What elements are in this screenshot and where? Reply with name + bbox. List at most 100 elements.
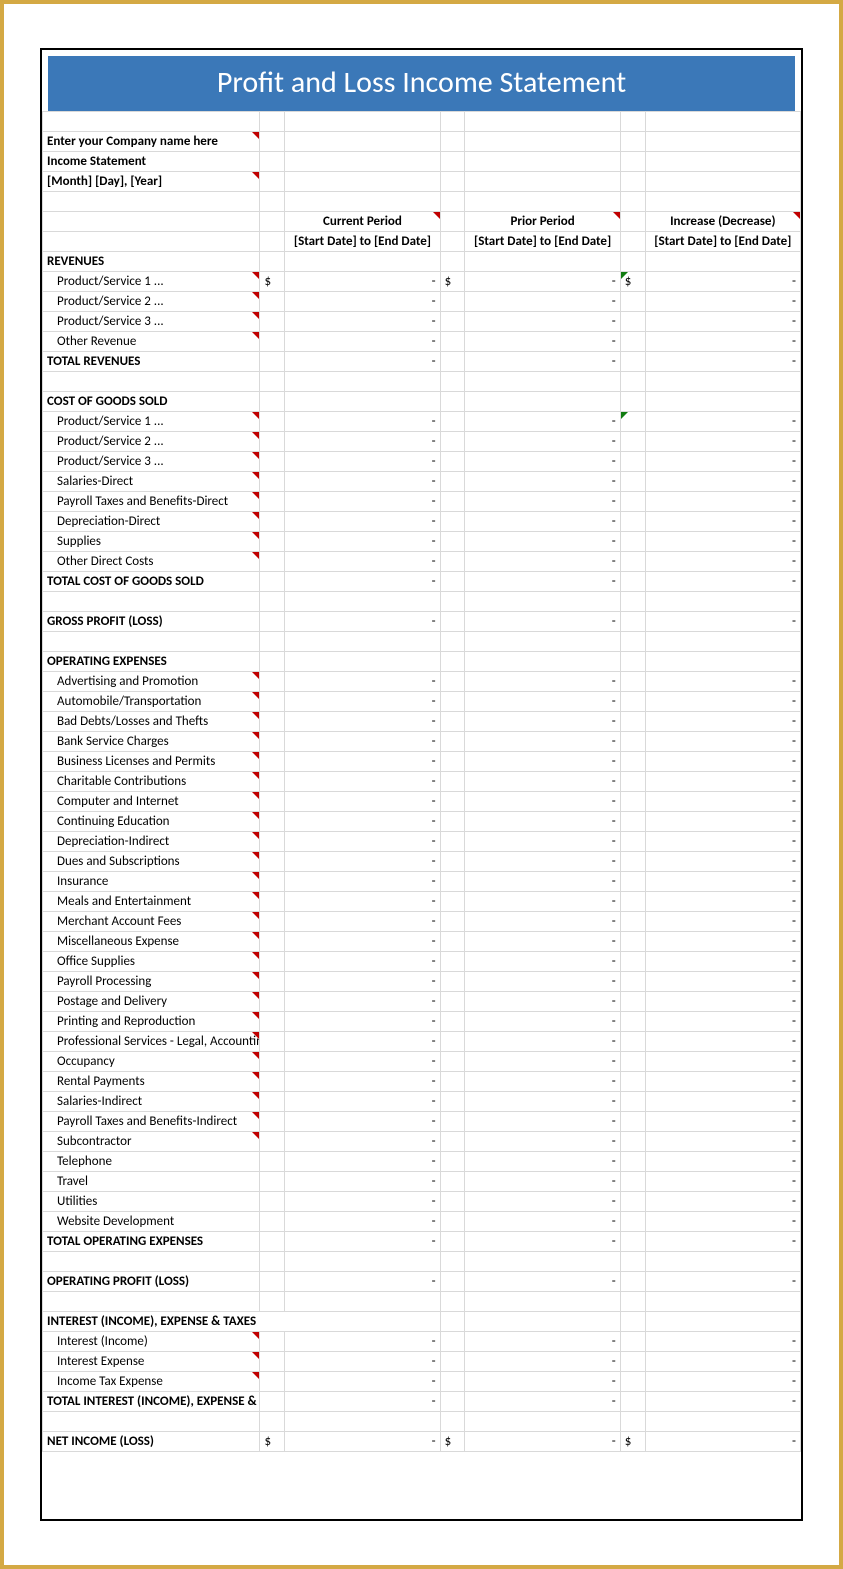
currency-cell <box>260 532 285 552</box>
currency-cell <box>440 1212 465 1232</box>
value-cell: - <box>645 1332 800 1352</box>
currency-cell <box>260 1332 285 1352</box>
value-cell: - <box>285 412 440 432</box>
currency-cell <box>260 952 285 972</box>
line-label: Travel <box>43 1172 260 1192</box>
currency-cell <box>620 692 645 712</box>
line-label: Interest (Income) <box>43 1332 260 1352</box>
value-cell: - <box>645 1012 800 1032</box>
value-cell: - <box>645 932 800 952</box>
currency-cell <box>620 1332 645 1352</box>
value-cell: - <box>285 1272 440 1292</box>
currency-cell <box>620 972 645 992</box>
value-cell: - <box>465 1352 620 1372</box>
currency-cell <box>260 832 285 852</box>
currency-cell <box>260 1052 285 1072</box>
currency-cell <box>440 1392 465 1412</box>
line-label: Product/Service 3 ... <box>43 312 260 332</box>
value-cell: - <box>465 1072 620 1092</box>
value-cell: - <box>465 852 620 872</box>
line-label: Income Tax Expense <box>43 1372 260 1392</box>
currency-cell <box>440 1272 465 1292</box>
currency-cell <box>440 612 465 632</box>
line-label: Continuing Education <box>43 812 260 832</box>
value-cell: - <box>465 492 620 512</box>
currency-cell <box>260 732 285 752</box>
value-cell: - <box>645 892 800 912</box>
value-cell: - <box>465 952 620 972</box>
currency-cell <box>260 492 285 512</box>
opex-header: OPERATING EXPENSES <box>43 652 260 672</box>
value-cell: - <box>645 872 800 892</box>
line-label: Payroll Processing <box>43 972 260 992</box>
currency-cell <box>620 292 645 312</box>
currency-cell <box>440 952 465 972</box>
currency-cell <box>440 832 465 852</box>
line-label: Insurance <box>43 872 260 892</box>
col-sub-current: [Start Date] to [End Date] <box>285 232 440 252</box>
total-label: TOTAL OPERATING EXPENSES <box>43 1232 260 1252</box>
currency-cell <box>440 532 465 552</box>
value-cell: - <box>645 1112 800 1132</box>
value-cell: - <box>285 1072 440 1092</box>
value-cell: - <box>465 332 620 352</box>
line-label: Depreciation-Indirect <box>43 832 260 852</box>
line-label: Depreciation-Direct <box>43 512 260 532</box>
value-cell: - <box>465 772 620 792</box>
currency-cell <box>260 412 285 432</box>
value-cell: - <box>465 472 620 492</box>
currency-cell <box>620 412 645 432</box>
total-label: TOTAL REVENUES <box>43 352 260 372</box>
currency-cell <box>440 852 465 872</box>
value-cell: - <box>645 312 800 332</box>
value-cell: - <box>465 872 620 892</box>
currency-cell <box>440 992 465 1012</box>
currency-cell <box>440 1132 465 1152</box>
line-label: Postage and Delivery <box>43 992 260 1012</box>
currency-cell <box>440 1332 465 1352</box>
currency-cell <box>440 1232 465 1252</box>
value-cell: - <box>465 992 620 1012</box>
currency-cell: $ <box>260 1432 285 1452</box>
currency-cell <box>440 972 465 992</box>
currency-cell <box>440 892 465 912</box>
line-label: Interest Expense <box>43 1352 260 1372</box>
line-label: Payroll Taxes and Benefits-Direct <box>43 492 260 512</box>
currency-cell <box>620 752 645 772</box>
value-cell: - <box>465 932 620 952</box>
col-sub-prior: [Start Date] to [End Date] <box>465 232 620 252</box>
currency-cell <box>440 732 465 752</box>
value-cell: - <box>465 1372 620 1392</box>
currency-cell <box>260 672 285 692</box>
value-cell: - <box>465 1052 620 1072</box>
line-label: Payroll Taxes and Benefits-Indirect <box>43 1112 260 1132</box>
currency-cell <box>440 672 465 692</box>
value-cell: - <box>285 1132 440 1152</box>
value-cell: - <box>645 952 800 972</box>
net-income-row: NET INCOME (LOSS) <box>43 1432 260 1452</box>
currency-cell <box>620 932 645 952</box>
inner-frame: Profit and Loss Income Statement Enter y… <box>40 48 803 1521</box>
currency-cell <box>620 1232 645 1252</box>
currency-cell <box>620 1032 645 1052</box>
value-cell: - <box>465 732 620 752</box>
currency-cell <box>260 1272 285 1292</box>
line-label: Other Direct Costs <box>43 552 260 572</box>
currency-cell <box>260 452 285 472</box>
currency-cell <box>260 932 285 952</box>
value-cell: - <box>465 612 620 632</box>
value-cell: - <box>645 772 800 792</box>
value-cell: - <box>285 732 440 752</box>
value-cell: - <box>645 612 800 632</box>
currency-cell <box>260 1192 285 1212</box>
value-cell: - <box>285 752 440 772</box>
currency-cell <box>620 532 645 552</box>
line-label: Website Development <box>43 1212 260 1232</box>
value-cell: - <box>465 1112 620 1132</box>
value-cell: - <box>645 1352 800 1372</box>
line-label: Advertising and Promotion <box>43 672 260 692</box>
currency-cell <box>620 1112 645 1132</box>
currency-cell <box>620 352 645 372</box>
currency-cell <box>620 1012 645 1032</box>
currency-cell <box>440 512 465 532</box>
